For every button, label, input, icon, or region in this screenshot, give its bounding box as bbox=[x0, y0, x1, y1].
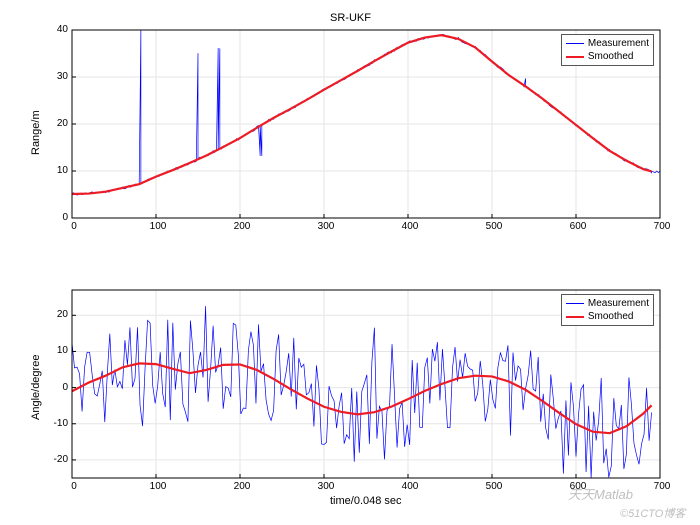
chart-title: SR-UKF bbox=[330, 12, 371, 24]
xlabel: time/0.048 sec bbox=[330, 495, 402, 507]
legend-2: MeasurementSmoothed bbox=[561, 294, 654, 326]
ylabel-angle: Angle/degree bbox=[30, 355, 42, 420]
ylabel-range: Range/m bbox=[30, 110, 42, 155]
legend-1: MeasurementSmoothed bbox=[561, 34, 654, 66]
